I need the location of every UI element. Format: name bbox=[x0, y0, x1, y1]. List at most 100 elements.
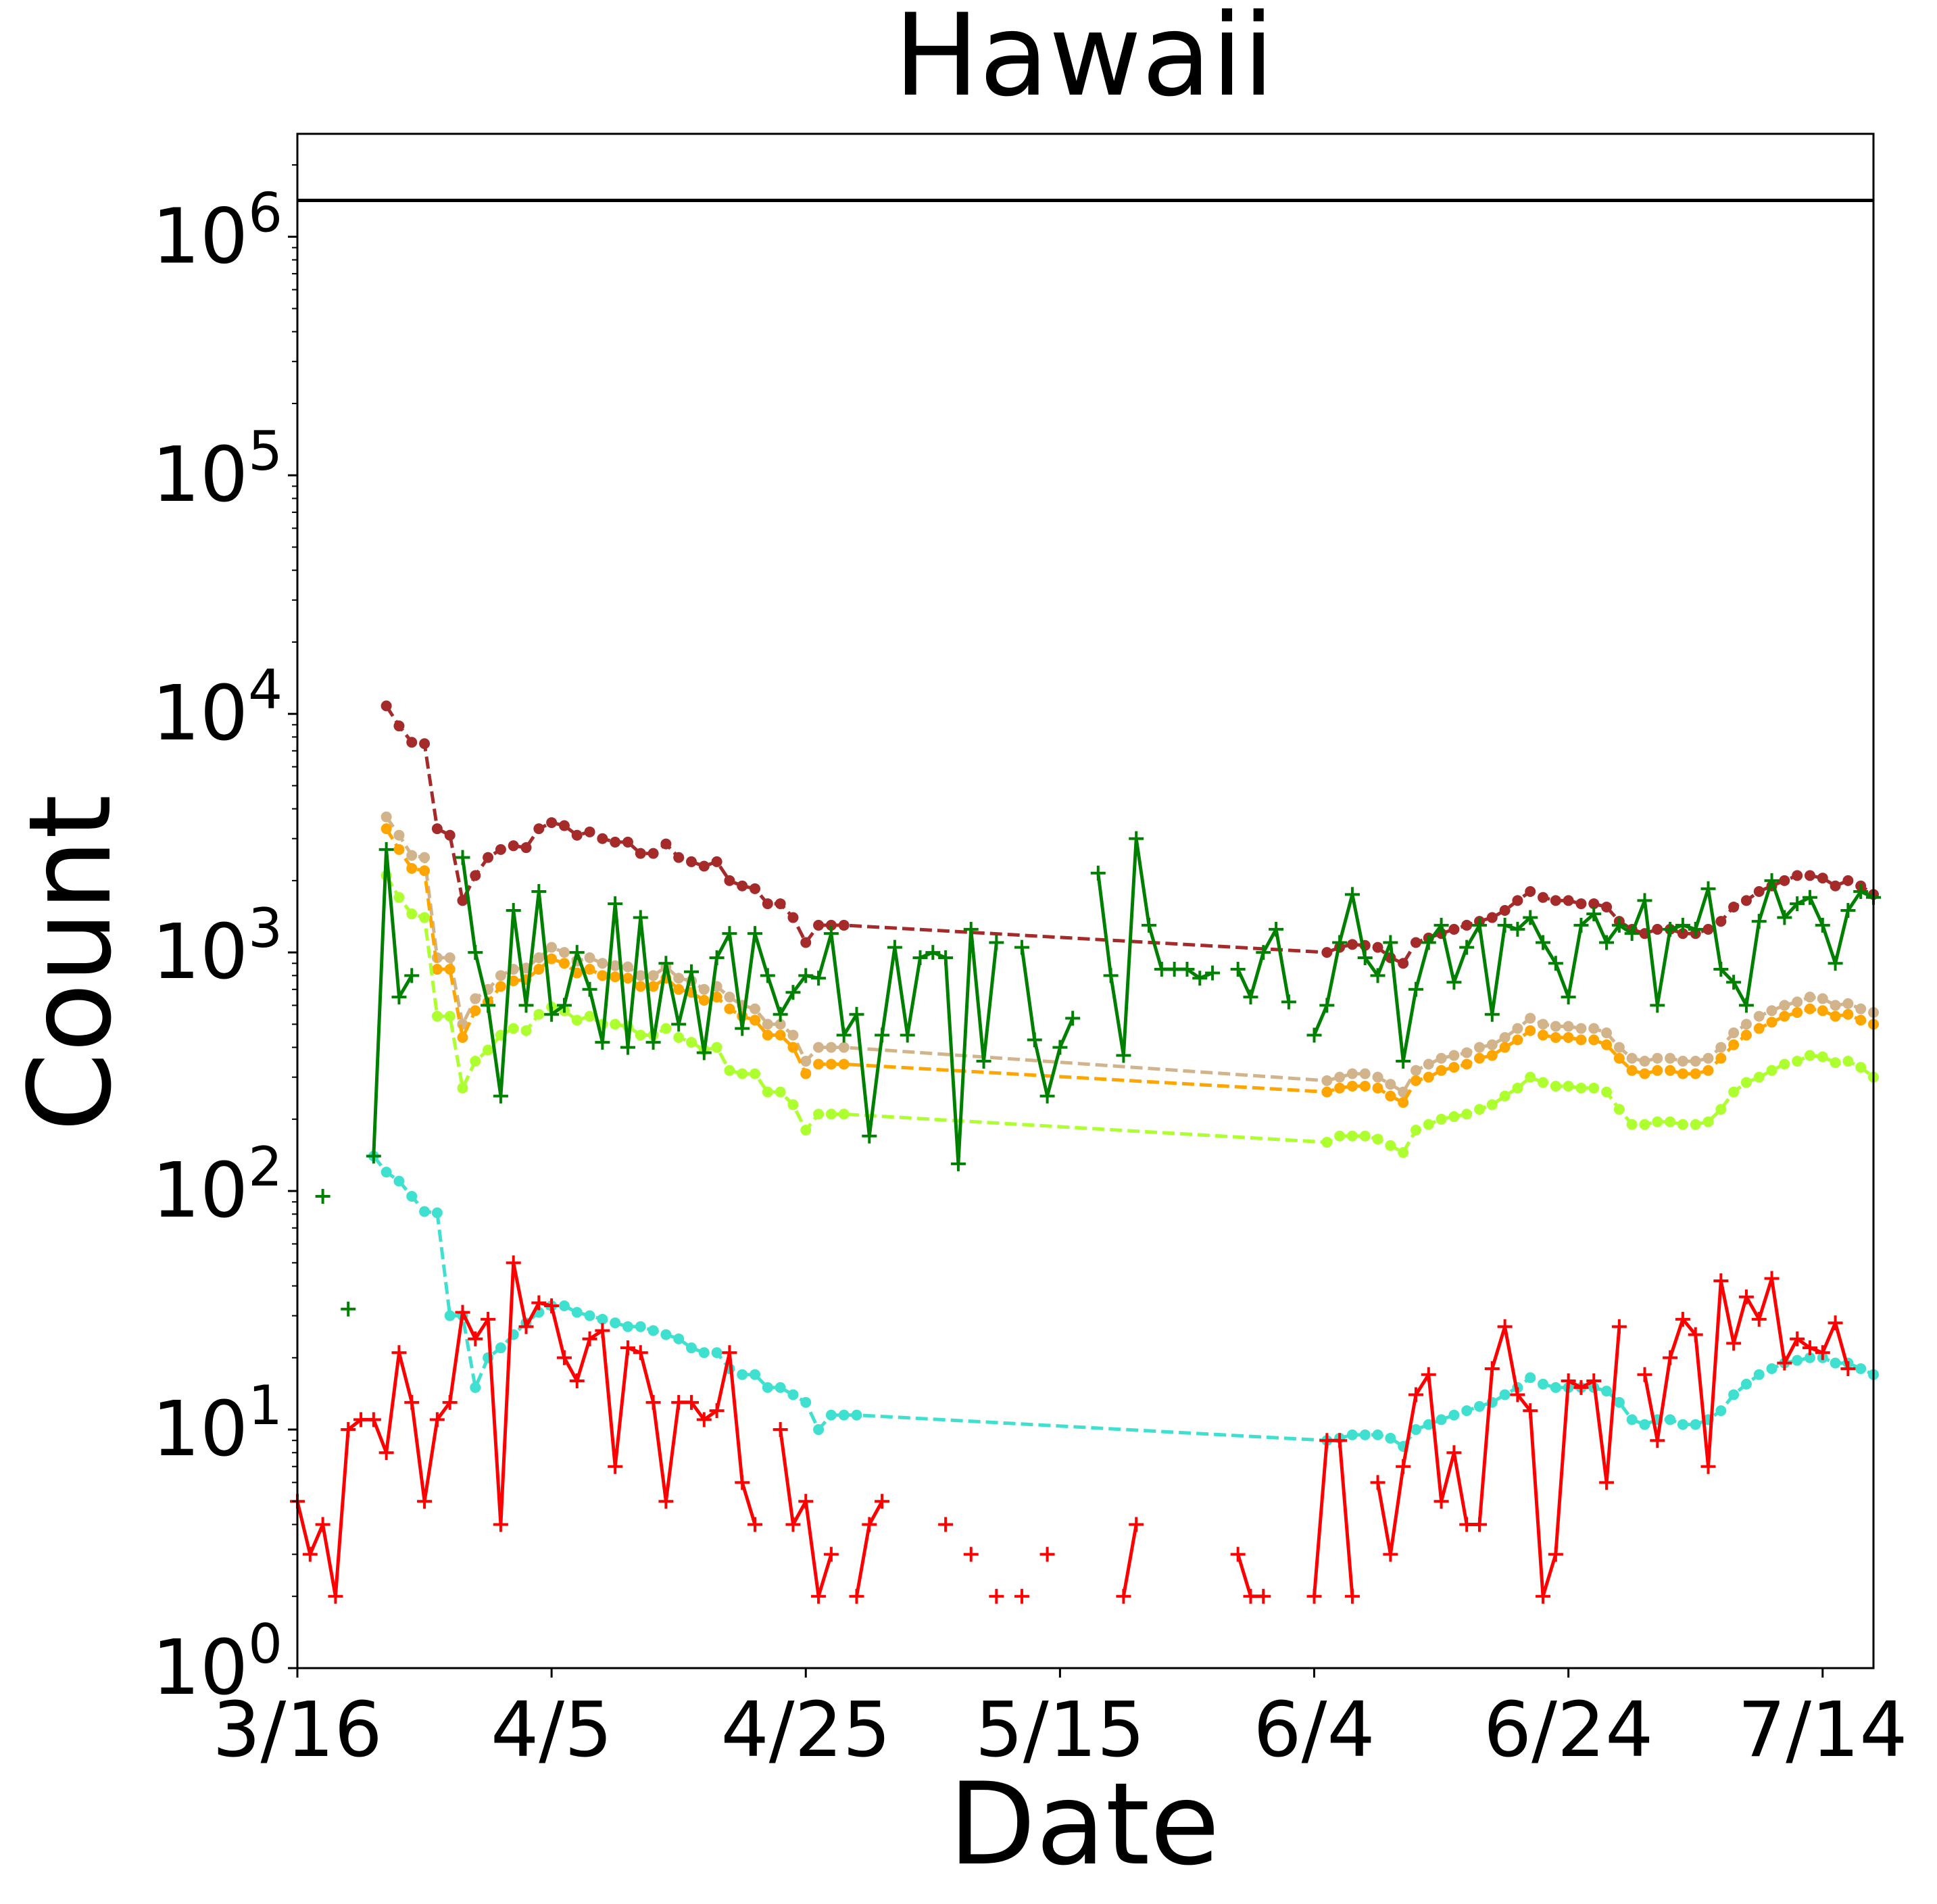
data-point bbox=[1499, 1042, 1511, 1053]
data-point bbox=[1601, 1086, 1613, 1098]
data-point bbox=[518, 998, 534, 1013]
data-point bbox=[1637, 1367, 1652, 1382]
data-point bbox=[633, 1345, 648, 1361]
data-point bbox=[1269, 921, 1284, 937]
data-point bbox=[406, 850, 418, 861]
data-point bbox=[787, 912, 799, 923]
data-point bbox=[989, 935, 1004, 950]
data-point bbox=[556, 1350, 572, 1365]
data-point bbox=[1346, 1081, 1358, 1092]
data-point bbox=[635, 981, 646, 992]
data-point bbox=[470, 1056, 481, 1067]
data-point bbox=[1410, 1075, 1421, 1086]
data-point bbox=[1014, 939, 1029, 955]
data-point bbox=[645, 1035, 661, 1050]
data-point bbox=[1702, 923, 1714, 935]
data-point bbox=[658, 956, 674, 971]
data-point bbox=[442, 1394, 458, 1410]
data-point bbox=[1764, 1271, 1780, 1286]
data-point bbox=[1396, 1459, 1411, 1474]
data-point bbox=[1512, 895, 1523, 906]
data-point bbox=[1039, 1546, 1055, 1562]
data-point bbox=[698, 983, 710, 995]
data-point bbox=[825, 1108, 837, 1120]
data-point bbox=[800, 1068, 812, 1079]
data-point bbox=[938, 950, 954, 965]
series-6 bbox=[290, 1255, 1856, 1604]
data-point bbox=[963, 1546, 979, 1562]
data-point bbox=[558, 1300, 570, 1312]
data-point bbox=[647, 1325, 659, 1336]
data-point bbox=[1486, 1039, 1498, 1050]
data-point bbox=[1306, 1027, 1322, 1043]
data-point bbox=[417, 1494, 433, 1509]
data-point bbox=[660, 1329, 672, 1340]
data-point bbox=[747, 926, 763, 942]
data-point bbox=[1472, 1517, 1487, 1532]
data-point bbox=[571, 829, 583, 841]
data-point bbox=[798, 1494, 814, 1509]
data-point bbox=[1243, 1588, 1258, 1604]
data-point bbox=[1650, 1433, 1665, 1448]
data-point bbox=[1700, 1459, 1716, 1474]
data-point bbox=[518, 1319, 534, 1334]
data-point bbox=[1536, 935, 1551, 950]
data-point bbox=[315, 1517, 330, 1532]
data-point bbox=[381, 700, 392, 712]
data-point bbox=[544, 1298, 560, 1314]
data-point bbox=[800, 1396, 812, 1408]
data-point bbox=[1842, 875, 1854, 886]
data-point bbox=[1359, 1130, 1371, 1142]
data-point bbox=[1385, 1140, 1396, 1151]
data-point bbox=[1346, 1068, 1358, 1079]
data-point bbox=[610, 1317, 621, 1329]
data-point bbox=[595, 1035, 610, 1050]
data-point bbox=[813, 1058, 825, 1070]
data-point bbox=[1777, 910, 1792, 925]
series-line bbox=[1643, 1277, 1850, 1469]
data-point bbox=[378, 1445, 394, 1461]
data-point bbox=[1828, 956, 1843, 971]
series-4 bbox=[368, 1150, 1879, 1452]
data-point bbox=[444, 1310, 456, 1321]
data-point bbox=[1344, 1588, 1360, 1604]
data-point bbox=[635, 1029, 646, 1041]
data-point bbox=[1802, 889, 1817, 905]
data-point bbox=[1753, 1369, 1765, 1380]
data-point bbox=[775, 898, 786, 910]
data-point bbox=[1065, 1010, 1081, 1026]
data-point bbox=[1663, 1350, 1678, 1365]
data-point bbox=[1804, 1050, 1815, 1061]
data-point bbox=[444, 1010, 456, 1022]
data-point bbox=[1550, 1081, 1561, 1092]
data-point bbox=[813, 1424, 825, 1436]
data-point bbox=[571, 1307, 583, 1318]
data-point bbox=[1332, 1433, 1348, 1448]
data-point bbox=[1599, 1475, 1615, 1490]
data-point bbox=[531, 884, 547, 900]
data-point bbox=[1830, 1357, 1841, 1369]
data-point bbox=[1359, 1068, 1371, 1079]
data-point bbox=[1726, 975, 1742, 990]
data-point bbox=[696, 1412, 712, 1427]
data-point bbox=[622, 961, 633, 973]
data-point bbox=[1792, 996, 1803, 1008]
data-point bbox=[1281, 994, 1296, 1010]
data-point bbox=[722, 1345, 737, 1361]
data-point bbox=[393, 829, 405, 841]
data-point bbox=[1499, 1090, 1511, 1102]
data-point bbox=[1370, 968, 1386, 983]
data-point bbox=[533, 964, 545, 975]
data-point bbox=[1855, 1015, 1867, 1026]
data-point bbox=[1359, 1081, 1371, 1092]
data-point bbox=[1525, 886, 1536, 898]
data-point bbox=[1817, 1051, 1828, 1063]
data-point bbox=[1728, 1086, 1740, 1098]
data-point bbox=[1243, 990, 1258, 1005]
data-point bbox=[1474, 1400, 1485, 1412]
data-point bbox=[1370, 1475, 1386, 1490]
data-point bbox=[1753, 1071, 1765, 1083]
data-point bbox=[429, 1412, 445, 1427]
data-point bbox=[1830, 1010, 1841, 1022]
data-point bbox=[1410, 937, 1421, 948]
